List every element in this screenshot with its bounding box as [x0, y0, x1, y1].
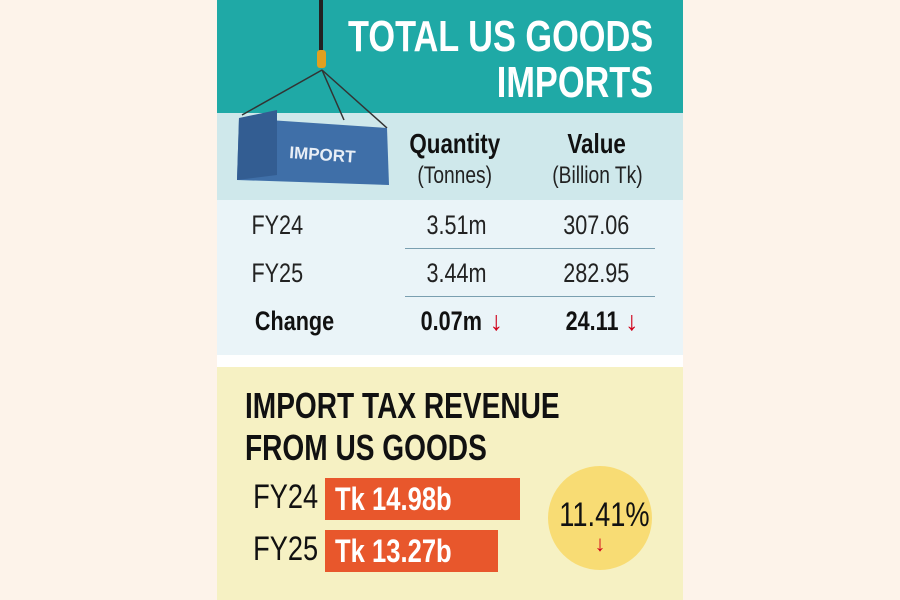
down-arrow-icon: ↓: [625, 306, 639, 336]
cell-value: 307.06: [563, 210, 630, 240]
page-title: TOTAL US GOODS IMPORTS: [348, 14, 653, 106]
cell-quantity: 3.44m: [426, 258, 487, 288]
tax-revenue-section: IMPORT TAX REVENUE FROM US GOODS FY24 Tk…: [217, 367, 683, 600]
bar-fy25: Tk 13.27b: [325, 530, 498, 572]
cell-quantity: 0.07m ↓: [420, 306, 504, 336]
table-header: Quantity (Tonnes) Value (Billion Tk): [217, 113, 683, 200]
bar-label: FY24: [253, 478, 319, 516]
infographic-card: TOTAL US GOODS IMPORTS Quantity (Tonnes)…: [217, 0, 683, 600]
column-quantity: Quantity (Tonnes): [409, 128, 501, 189]
column-value: Value (Billion Tk): [551, 128, 643, 189]
crane-container-icon: IMPORT: [237, 0, 389, 185]
table-body: FY24 3.51m 307.06 FY25 3.44m 282.95 Chan…: [217, 200, 683, 355]
section-title: IMPORT TAX REVENUE FROM US GOODS: [245, 385, 560, 468]
cell-value: 282.95: [563, 258, 630, 288]
row-label: Change: [254, 306, 335, 336]
down-arrow-icon: ↓: [594, 531, 606, 556]
row-divider: [405, 248, 655, 249]
container-label: IMPORT: [289, 143, 357, 167]
title-line-1: TOTAL US GOODS: [347, 12, 653, 61]
down-arrow-icon: ↓: [489, 306, 504, 336]
title-banner: TOTAL US GOODS IMPORTS: [217, 0, 683, 113]
title-line-2: IMPORTS: [496, 58, 653, 107]
cell-value: 24.11 ↓: [565, 306, 639, 336]
row-divider: [405, 296, 655, 297]
bar-fy24: Tk 14.98b: [325, 478, 520, 520]
bar-label: FY25: [253, 530, 319, 568]
cell-quantity: 3.51m: [426, 210, 487, 240]
row-label: FY25: [251, 258, 304, 288]
change-badge: 11.41% ↓: [548, 466, 652, 570]
row-label: FY24: [251, 210, 304, 240]
